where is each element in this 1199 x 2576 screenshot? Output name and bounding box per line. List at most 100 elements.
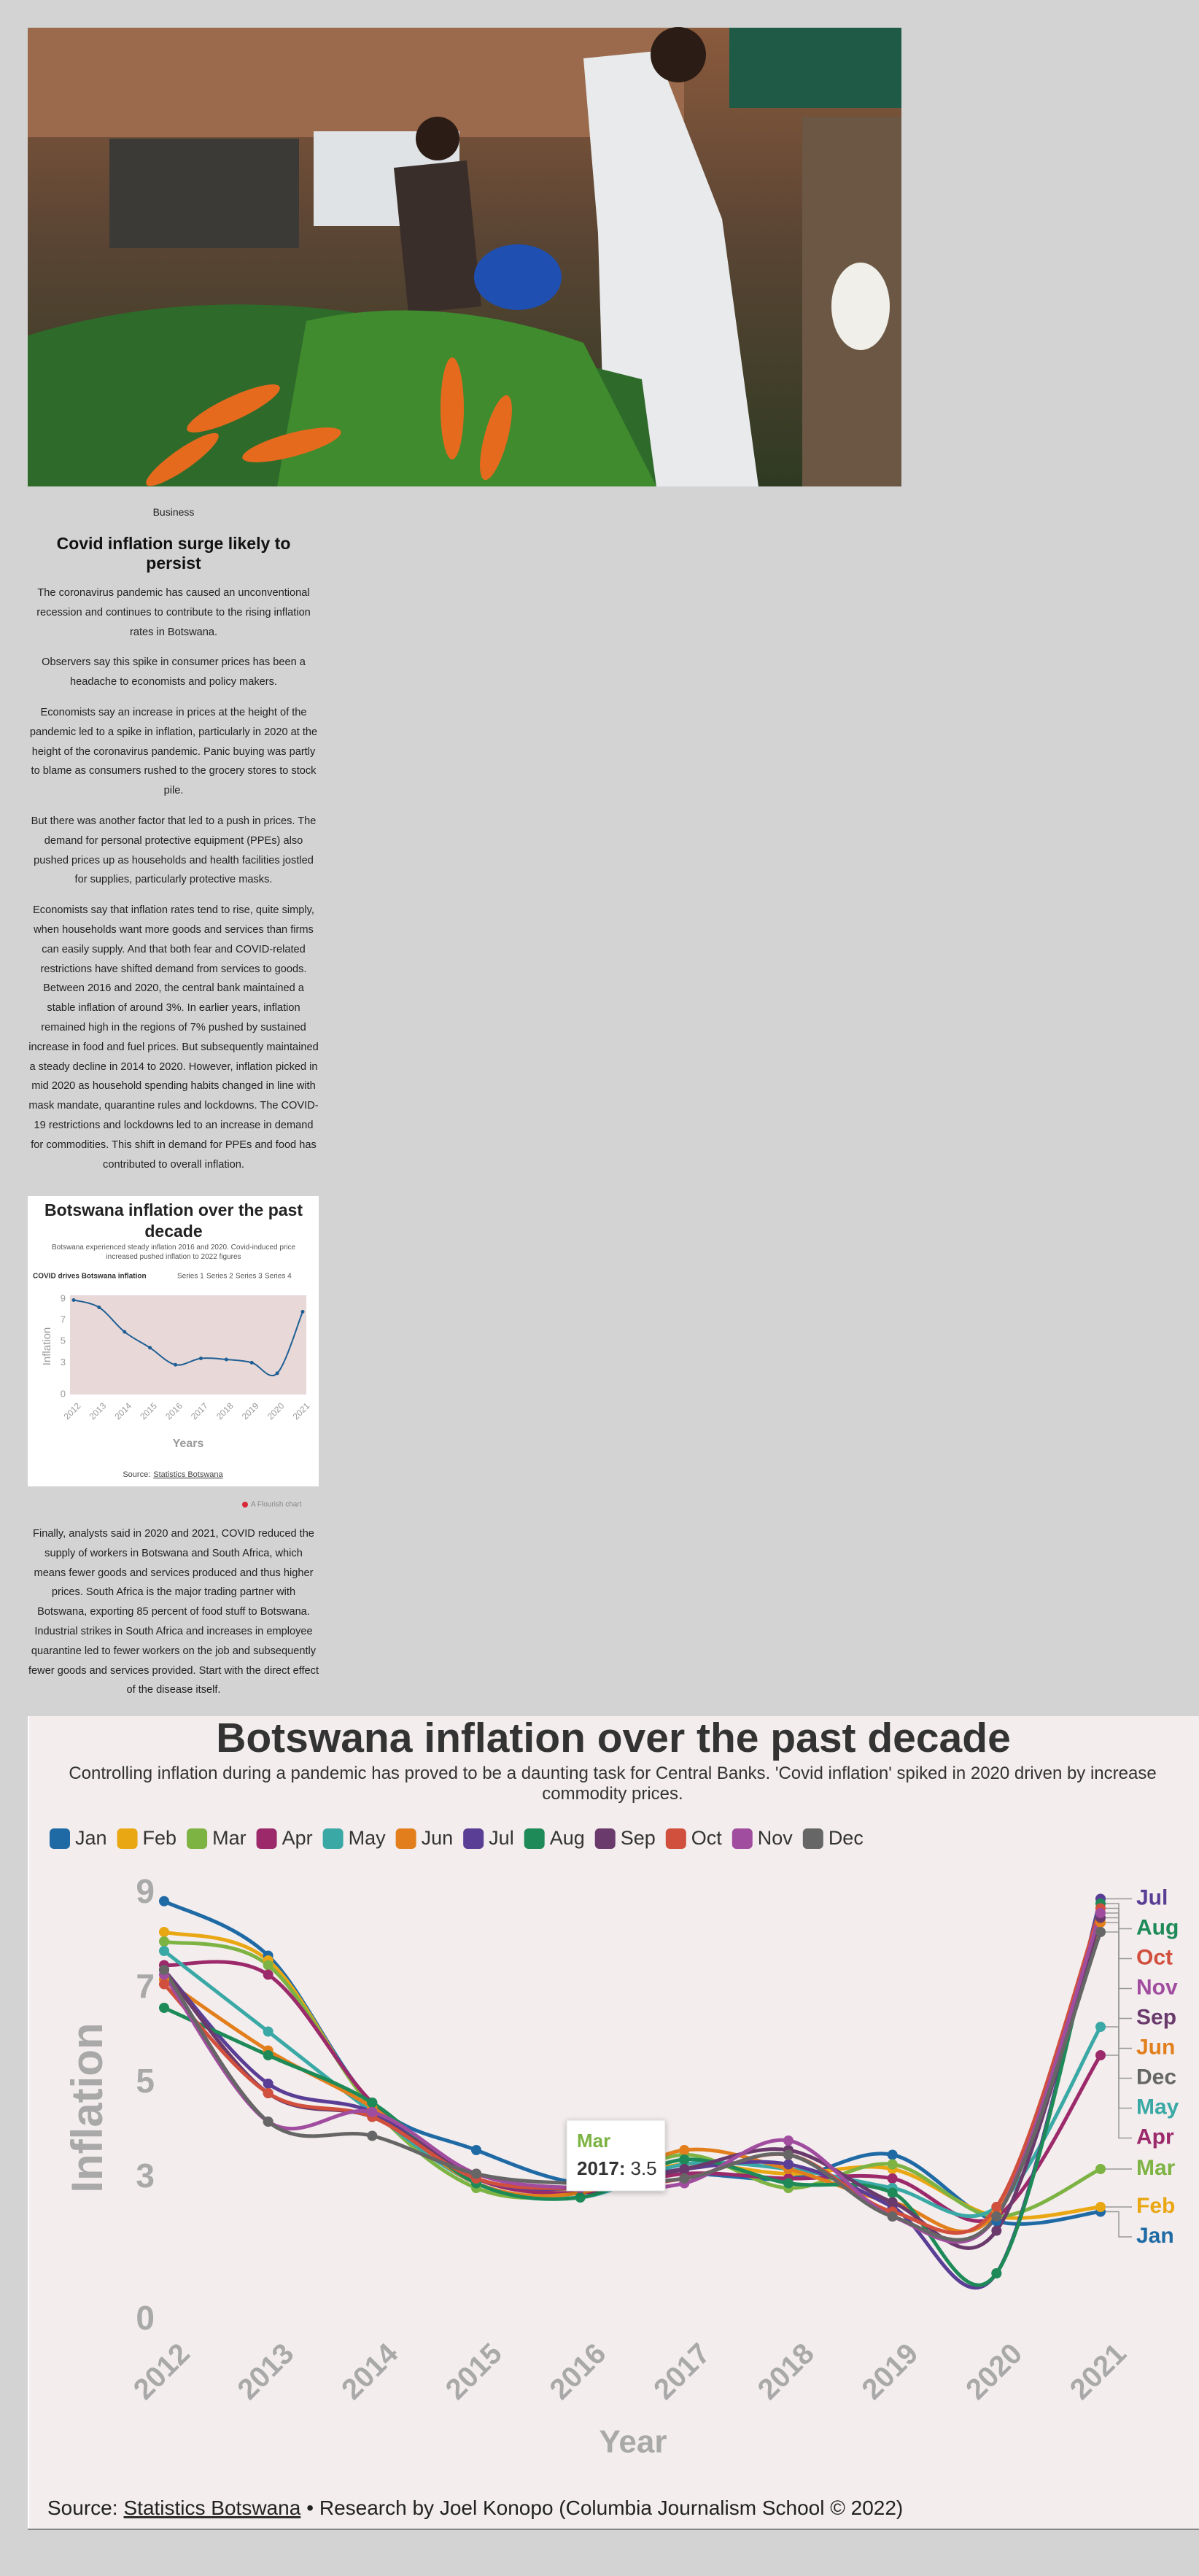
legend-label: Aug bbox=[550, 1827, 585, 1849]
point bbox=[97, 1306, 101, 1310]
point bbox=[198, 1357, 203, 1361]
chart-title: Botswana inflation over the past decade bbox=[216, 1715, 1011, 1761]
y-axis-title: Inflation bbox=[63, 2022, 112, 2192]
source-link[interactable]: Statistics Botswana bbox=[124, 2497, 301, 2519]
legend-label: Oct bbox=[691, 1827, 723, 1849]
point bbox=[224, 1357, 228, 1362]
tooltip-value: 3.5 bbox=[631, 2157, 657, 2179]
point bbox=[263, 2026, 273, 2037]
point bbox=[159, 1936, 169, 1947]
headline: Covid inflation surge likely to persist bbox=[56, 534, 291, 573]
end-label: Apr bbox=[1136, 2125, 1174, 2149]
point bbox=[367, 2130, 378, 2141]
y-axis-title: Inflation bbox=[41, 1327, 53, 1366]
end-label: Oct bbox=[1136, 1945, 1173, 1969]
point bbox=[174, 1362, 178, 1367]
y-tick-label: 9 bbox=[61, 1292, 66, 1303]
legend-swatch bbox=[732, 1828, 753, 1849]
legend-swatch bbox=[594, 1828, 616, 1849]
point bbox=[159, 1965, 169, 1975]
legend-item: Series 3 bbox=[236, 1273, 263, 1281]
source-link[interactable]: Statistics Botswana bbox=[153, 1470, 223, 1479]
point bbox=[1095, 2202, 1106, 2212]
point bbox=[679, 2154, 690, 2165]
y-tick-label: 5 bbox=[61, 1335, 66, 1346]
end-label: Nov bbox=[1136, 1975, 1178, 1999]
legend-label: Jun bbox=[422, 1827, 454, 1849]
x-axis-title: Year bbox=[600, 2424, 667, 2460]
label-leader bbox=[1106, 1931, 1132, 2079]
photo bbox=[28, 27, 901, 486]
section-label: Business bbox=[152, 506, 195, 518]
paragraph: But there was another factor that led to… bbox=[31, 815, 317, 886]
chart-subtitle: Botswana experienced steady inflation 20… bbox=[51, 1244, 296, 1261]
point bbox=[1095, 2164, 1106, 2174]
point bbox=[263, 1960, 273, 1971]
legend-swatch bbox=[463, 1828, 484, 1849]
point bbox=[887, 2149, 898, 2160]
paragraph: The coronavirus pandemic has caused an u… bbox=[36, 587, 311, 638]
legend-swatch bbox=[256, 1828, 277, 1849]
point bbox=[783, 2178, 793, 2189]
plot-area bbox=[70, 1295, 306, 1394]
label-leader bbox=[1106, 2055, 1132, 2139]
point bbox=[367, 2107, 378, 2117]
point bbox=[991, 2268, 1002, 2278]
legend-item: Series 4 bbox=[265, 1273, 292, 1281]
y-tick-label: 7 bbox=[61, 1314, 66, 1325]
tooltip-category: 2017: bbox=[577, 2157, 626, 2179]
point bbox=[263, 2079, 273, 2089]
point bbox=[679, 2173, 690, 2184]
article: Finally, analysts said in 2020 and 2021,… bbox=[28, 1524, 319, 1711]
point bbox=[159, 1946, 169, 1956]
point bbox=[471, 2145, 481, 2155]
paragraph: Economists say an increase in prices at … bbox=[29, 706, 318, 797]
end-label: Dec bbox=[1136, 2065, 1176, 2089]
label-leader bbox=[1106, 2211, 1132, 2238]
tooltip-box bbox=[566, 2119, 666, 2192]
point bbox=[1095, 2022, 1106, 2032]
source: Source: Statistics Botswana • Research by … bbox=[47, 2497, 903, 2519]
point bbox=[887, 2173, 898, 2184]
paragraph: Observers say this spike in consumer pri… bbox=[42, 656, 306, 688]
source-suffix: • Research by Joel Konopo (Columbia Jour… bbox=[306, 2497, 903, 2519]
point bbox=[1095, 2050, 1106, 2060]
legend-item: Series 2 bbox=[206, 1273, 233, 1281]
point bbox=[783, 2159, 793, 2170]
flourish-note: A Flourish chart bbox=[251, 1501, 302, 1509]
point bbox=[300, 1309, 305, 1314]
source-prefix: Source: bbox=[123, 1470, 150, 1479]
y-tick-label: 3 bbox=[61, 1357, 66, 1367]
source-prefix: Source: bbox=[47, 2497, 118, 2519]
point bbox=[783, 2149, 793, 2160]
legend-swatch bbox=[117, 1828, 138, 1849]
source: Source: Statistics Botswana bbox=[123, 1470, 223, 1479]
point bbox=[159, 2003, 169, 2013]
paragraph: Finally, analysts said in 2020 and 2021,… bbox=[28, 1528, 319, 1696]
point bbox=[991, 2225, 1002, 2236]
article: Business Covid inflation surge likely to… bbox=[28, 506, 319, 1185]
legend-label: Dec bbox=[829, 1827, 864, 1849]
legend-label: Mar bbox=[212, 1827, 247, 1849]
point bbox=[263, 2088, 273, 2098]
flourish-dot bbox=[242, 1502, 248, 1508]
point bbox=[367, 2098, 378, 2108]
point bbox=[887, 2187, 898, 2198]
legend-label: Jul bbox=[489, 1827, 514, 1849]
point bbox=[159, 1896, 169, 1906]
point bbox=[783, 2135, 793, 2146]
legend-label: Jan bbox=[75, 1827, 107, 1849]
point bbox=[991, 2211, 1002, 2222]
point bbox=[679, 2164, 690, 2174]
point bbox=[159, 1979, 169, 1990]
point bbox=[887, 2159, 898, 2170]
paragraph: Economists say that inflation rates tend… bbox=[28, 904, 319, 1171]
end-label: Jan bbox=[1136, 2224, 1174, 2248]
end-label: Feb bbox=[1136, 2194, 1175, 2218]
legend-item: Series 1 bbox=[177, 1273, 204, 1281]
legend-label: Apr bbox=[282, 1827, 313, 1849]
point bbox=[991, 2202, 1002, 2212]
y-tick-label: 7 bbox=[136, 1967, 155, 2005]
line bbox=[73, 1299, 303, 1376]
point bbox=[263, 2117, 273, 2127]
